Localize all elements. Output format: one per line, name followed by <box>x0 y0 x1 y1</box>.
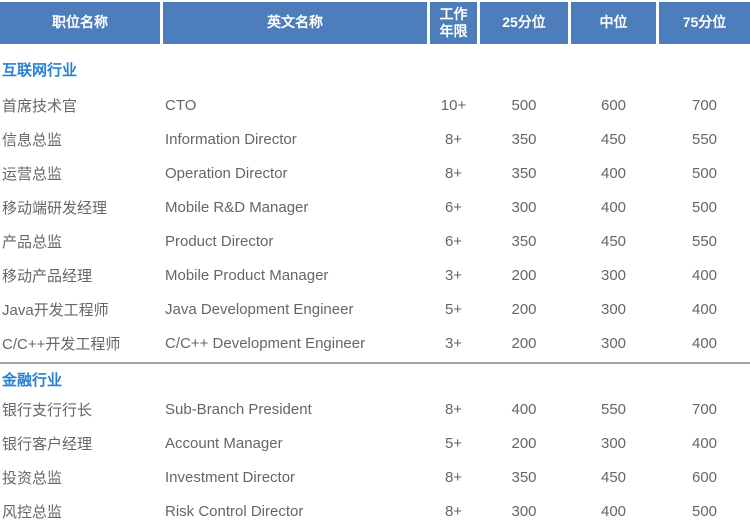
english-name-cell: Product Director <box>165 232 274 250</box>
position-name-cell: 信息总监 <box>2 131 63 149</box>
work-years-cell: 8+ <box>444 502 463 520</box>
table-row: 银行客户经理 Account Manager 5+ 200 300 400 <box>0 426 750 460</box>
work-years-cell: 8+ <box>444 164 463 182</box>
percentile-75-cell: 400 <box>691 266 718 284</box>
english-name-cell: Account Manager <box>165 434 283 452</box>
position-name-cell: 投资总监 <box>2 469 63 487</box>
median-cell: 450 <box>600 468 627 486</box>
percentile-75-cell: 400 <box>691 434 718 452</box>
table-row: 产品总监 Product Director 6+ 350 450 550 <box>0 224 750 258</box>
median-cell: 400 <box>600 502 627 520</box>
work-years-cell: 8+ <box>444 468 463 486</box>
percentile-75-cell: 700 <box>691 400 718 418</box>
position-name-cell: C/C++开发工程师 <box>2 335 121 353</box>
median-cell: 550 <box>600 400 627 418</box>
english-name-cell: C/C++ Development Engineer <box>165 334 366 352</box>
table-header-row: 职位名称 英文名称 工作年限 25分位 中位 75分位 <box>0 2 750 44</box>
section-title: 互联网行业 <box>2 62 78 79</box>
table-row: 银行支行行长 Sub-Branch President 8+ 400 550 700 <box>0 392 750 426</box>
header-median: 中位 <box>571 2 656 44</box>
header-position-name: 职位名称 <box>0 2 160 44</box>
percentile-25-cell: 200 <box>511 266 537 284</box>
percentile-25-cell: 350 <box>511 232 537 250</box>
header-percentile-25: 25分位 <box>480 2 568 44</box>
position-name-cell: Java开发工程师 <box>2 301 109 319</box>
percentile-25-cell: 400 <box>511 400 537 418</box>
english-name-cell: Risk Control Director <box>165 502 304 520</box>
table-row: 移动产品经理 Mobile Product Manager 3+ 200 300 400 <box>0 258 750 292</box>
percentile-75-cell: 500 <box>691 164 718 182</box>
percentile-25-cell: 300 <box>511 502 537 520</box>
table-row: 风控总监 Risk Control Director 8+ 300 400 500 <box>0 494 750 528</box>
header-percentile-75: 75分位 <box>659 2 750 44</box>
position-name-cell: 首席技术官 <box>2 97 78 115</box>
median-cell: 300 <box>600 434 627 452</box>
position-name-cell: 运营总监 <box>2 165 63 183</box>
english-name-cell: Mobile Product Manager <box>165 266 329 284</box>
percentile-75-cell: 550 <box>691 232 718 250</box>
table-row: C/C++开发工程师 C/C++ Development Engineer 3+ 20… <box>0 326 750 360</box>
percentile-75-cell: 400 <box>691 300 718 318</box>
work-years-cell: 5+ <box>444 434 463 452</box>
english-name-cell: Investment Director <box>165 468 296 486</box>
median-cell: 450 <box>600 130 627 148</box>
percentile-75-cell: 500 <box>691 502 718 520</box>
english-name-cell: Mobile R&D Manager <box>165 198 309 216</box>
percentile-75-cell: 700 <box>691 96 718 114</box>
percentile-75-cell: 500 <box>691 198 718 216</box>
work-years-cell: 6+ <box>444 198 463 216</box>
position-name-cell: 产品总监 <box>2 233 63 251</box>
position-name-cell: 银行支行行长 <box>2 401 93 419</box>
median-cell: 600 <box>600 96 627 114</box>
table-row: 投资总监 Investment Director 8+ 350 450 600 <box>0 460 750 494</box>
percentile-75-cell: 600 <box>691 468 718 486</box>
table-row: 首席技术官 CTO 10+ 500 600 700 <box>0 88 750 122</box>
percentile-25-cell: 500 <box>511 96 537 114</box>
section-title: 金融行业 <box>2 372 63 389</box>
percentile-25-cell: 350 <box>511 164 537 182</box>
position-name-cell: 移动端研发经理 <box>2 199 108 217</box>
median-cell: 400 <box>600 164 627 182</box>
english-name-cell: CTO <box>165 96 197 114</box>
work-years-cell: 3+ <box>444 266 463 284</box>
position-name-cell: 移动产品经理 <box>2 267 93 285</box>
english-name-cell: Operation Director <box>165 164 288 182</box>
english-name-cell: Java Development Engineer <box>165 300 354 318</box>
median-cell: 450 <box>600 232 627 250</box>
percentile-25-cell: 350 <box>511 130 537 148</box>
percentile-75-cell: 550 <box>691 130 718 148</box>
percentile-25-cell: 300 <box>511 198 537 216</box>
section-divider <box>0 362 750 364</box>
percentile-25-cell: 200 <box>511 334 537 352</box>
english-name-cell: Information Director <box>165 130 297 148</box>
median-cell: 400 <box>600 198 627 216</box>
percentile-25-cell: 200 <box>511 434 537 452</box>
work-years-cell: 8+ <box>444 130 463 148</box>
table-row: Java开发工程师 Java Development Engineer 5+ 200 3… <box>0 292 750 326</box>
table-row: 移动端研发经理 Mobile R&D Manager 6+ 300 400 500 <box>0 190 750 224</box>
median-cell: 300 <box>600 266 627 284</box>
position-name-cell: 银行客户经理 <box>2 435 93 453</box>
table-row: 信息总监 Information Director 8+ 350 450 550 <box>0 122 750 156</box>
percentile-25-cell: 350 <box>511 468 537 486</box>
work-years-cell: 3+ <box>444 334 463 352</box>
percentile-25-cell: 200 <box>511 300 537 318</box>
header-english-name: 英文名称 <box>163 2 427 44</box>
work-years-cell: 10+ <box>440 96 467 114</box>
english-name-cell: Sub-Branch President <box>165 400 312 418</box>
percentile-75-cell: 400 <box>691 334 718 352</box>
median-cell: 300 <box>600 300 627 318</box>
table-body: 互联网行业首席技术官 CTO 10+ 500 600 700 信息总监 Information… <box>0 44 750 528</box>
position-name-cell: 风控总监 <box>2 503 63 521</box>
work-years-cell: 8+ <box>444 400 463 418</box>
work-years-cell: 6+ <box>444 232 463 250</box>
median-cell: 300 <box>600 334 627 352</box>
work-years-cell: 5+ <box>444 300 463 318</box>
header-work-years: 工作年限 <box>430 2 477 44</box>
table-row: 运营总监 Operation Director 8+ 350 400 500 <box>0 156 750 190</box>
